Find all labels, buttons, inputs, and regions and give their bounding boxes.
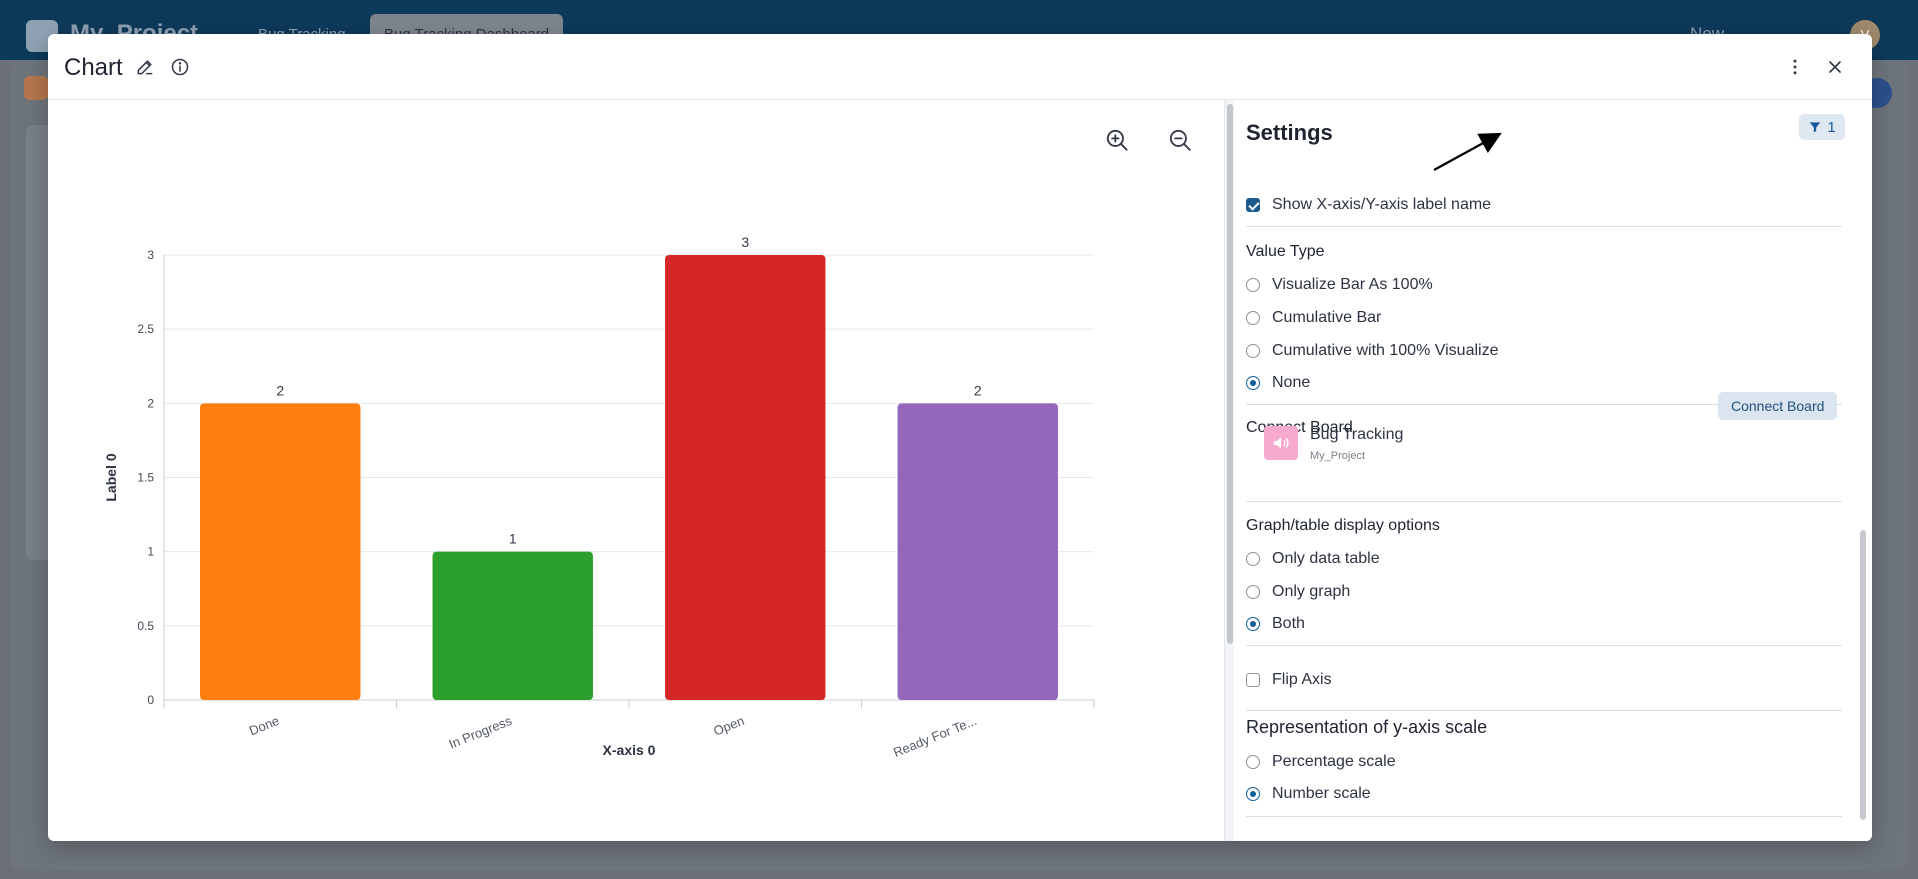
y-scale-option-percentage[interactable]: Percentage scale: [1246, 753, 1396, 771]
display-options-title: Graph/table display options: [1246, 517, 1440, 534]
value-type-option-none[interactable]: None: [1246, 374, 1310, 392]
divider: [1246, 226, 1842, 227]
info-icon[interactable]: [167, 54, 193, 80]
bar-chart: 0 0.5 1 1.5 2 2.5 3 2 Done 1 In Progress 3 Open 2 Read…: [103, 234, 1095, 760]
y-tick-label: 0: [147, 693, 154, 707]
radio-button[interactable]: [1246, 585, 1260, 599]
option-label: Only data table: [1272, 550, 1380, 567]
radio-button[interactable]: [1246, 755, 1260, 769]
radio-button[interactable]: [1246, 787, 1260, 801]
flip-axis-label: Flip Axis: [1272, 671, 1332, 688]
option-label: Percentage scale: [1272, 753, 1396, 770]
radio-button[interactable]: [1246, 552, 1260, 566]
y-tick-label: 1: [147, 545, 154, 559]
option-label: None: [1272, 374, 1311, 391]
show-axis-label-option[interactable]: Show X-axis/Y-axis label name: [1246, 196, 1491, 214]
board-logo: [24, 76, 48, 100]
divider: [1246, 710, 1842, 711]
option-label: Number scale: [1272, 785, 1371, 802]
filter-count: 1: [1827, 118, 1836, 136]
bar-done: [200, 403, 361, 700]
settings-scrollbar[interactable]: [1860, 160, 1868, 841]
x-axis-title: X-axis 0: [603, 742, 656, 758]
modal-header: Chart: [48, 34, 1872, 100]
connected-board-project: My_Project: [1310, 450, 1366, 462]
y-tick-label: 3: [147, 248, 154, 262]
edit-pencil-icon[interactable]: [132, 54, 158, 80]
annotation-arrow-icon: [1433, 132, 1502, 171]
divider: [1246, 501, 1842, 502]
option-label: Only graph: [1272, 583, 1351, 600]
connect-board-button[interactable]: Connect Board: [1718, 392, 1838, 420]
display-option-only-table[interactable]: Only data table: [1246, 550, 1380, 568]
settings-panel: Settings 1 Show X-axis/Y-axis label name…: [1234, 100, 1872, 841]
option-label: Cumulative Bar: [1272, 309, 1382, 326]
data-label: 3: [741, 234, 749, 250]
data-label: 2: [276, 382, 284, 398]
x-tick-label: Open: [711, 713, 746, 739]
x-tick-label: Ready For Te...: [891, 713, 979, 760]
y-scale-title: Representation of y-axis scale: [1246, 717, 1488, 737]
zoom-in-icon[interactable]: [1099, 122, 1135, 158]
radio-button[interactable]: [1246, 311, 1260, 325]
data-label: 1: [509, 531, 517, 547]
zoom-out-icon[interactable]: [1162, 122, 1198, 158]
y-axis-title: Label 0: [103, 453, 119, 501]
option-label: Visualize Bar As 100%: [1272, 276, 1433, 293]
modal-title: Chart: [64, 54, 123, 81]
board-icon: [1264, 426, 1298, 460]
more-vertical-icon[interactable]: [1782, 54, 1808, 80]
option-label: Both: [1272, 615, 1305, 632]
radio-button[interactable]: [1246, 617, 1260, 631]
y-tick-label: 0.5: [137, 619, 154, 633]
filter-button[interactable]: 1: [1799, 114, 1845, 140]
x-tick-label: Done: [247, 713, 281, 739]
value-type-option-cumulative[interactable]: Cumulative Bar: [1246, 309, 1381, 327]
data-label: 2: [974, 382, 982, 398]
divider: [1246, 404, 1842, 405]
bar-open: [665, 255, 826, 700]
bar-ready-for-te-: [897, 403, 1058, 700]
bar-in-progress: [432, 551, 593, 700]
settings-title: Settings: [1246, 120, 1333, 145]
divider: [1246, 645, 1842, 646]
radio-button[interactable]: [1246, 278, 1260, 292]
radio-button[interactable]: [1246, 376, 1260, 390]
chart-scrollbar[interactable]: [1224, 100, 1234, 841]
show-axis-label-checkbox[interactable]: [1246, 198, 1260, 212]
y-scale-option-number[interactable]: Number scale: [1246, 785, 1371, 803]
y-tick-label: 1.5: [137, 471, 154, 485]
x-tick-label: In Progress: [447, 713, 515, 752]
connected-board-name[interactable]: Bug Tracking: [1310, 426, 1404, 443]
y-tick-label: 2.5: [137, 322, 154, 336]
settings-scrollbar-thumb[interactable]: [1860, 530, 1866, 820]
chart-area: 0 0.5 1 1.5 2 2.5 3 2 Done 1 In Progress 3 Open 2 Read…: [48, 100, 1228, 841]
chart-scrollbar-thumb[interactable]: [1227, 104, 1233, 644]
flip-axis-option[interactable]: Flip Axis: [1246, 671, 1332, 689]
chart-modal: Chart 0 0.5 1 1.5 2 2.5 3 2 Done 1 In Progress 3 Ope…: [48, 34, 1872, 841]
show-axis-label-text: Show X-axis/Y-axis label name: [1272, 196, 1492, 213]
y-tick-label: 2: [147, 396, 154, 410]
flip-axis-checkbox[interactable]: [1246, 673, 1260, 687]
option-label: Cumulative with 100% Visualize: [1272, 342, 1499, 359]
value-type-title: Value Type: [1246, 243, 1325, 260]
display-option-only-graph[interactable]: Only graph: [1246, 583, 1350, 601]
radio-button[interactable]: [1246, 344, 1260, 358]
value-type-option-cumulative-100[interactable]: Cumulative with 100% Visualize: [1246, 342, 1498, 360]
display-option-both[interactable]: Both: [1246, 615, 1305, 633]
filter-icon: [1810, 122, 1821, 133]
divider: [1246, 816, 1842, 817]
close-icon[interactable]: [1822, 54, 1848, 80]
value-type-option-visualize-100[interactable]: Visualize Bar As 100%: [1246, 276, 1433, 294]
